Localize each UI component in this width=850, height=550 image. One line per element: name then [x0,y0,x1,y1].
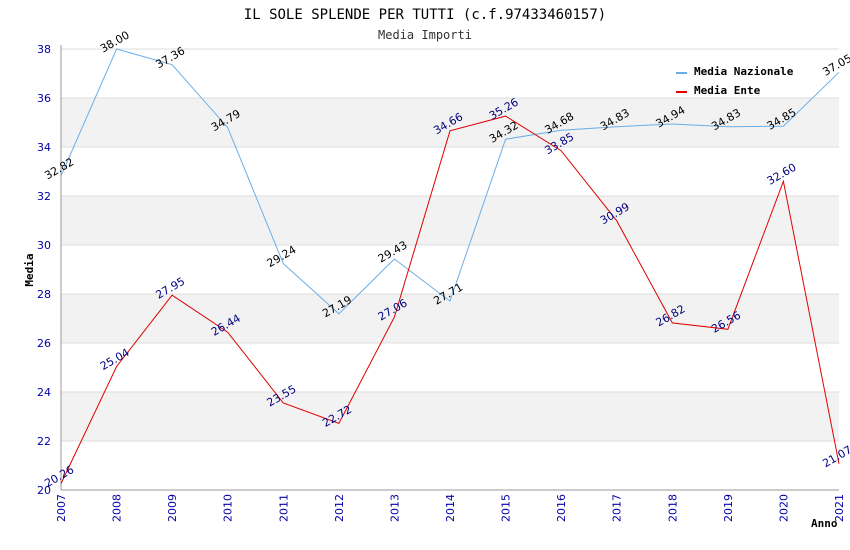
series-line-media-nazionale [60,48,840,315]
x-tick-label: 2021 [833,494,846,522]
x-tick-label: 2011 [277,494,290,522]
y-tick-label: 38 [37,43,51,56]
grid-band [61,245,839,294]
grid-band [61,392,839,441]
grid-band [61,196,839,245]
y-tick-label: 20 [37,484,51,497]
y-tick-label: 30 [37,239,51,252]
y-tick-label: 24 [37,386,51,399]
x-tick-label: 2018 [666,494,679,522]
y-tick-label: 34 [37,141,51,154]
grid-band [61,441,839,490]
y-tick-label: 36 [37,92,51,105]
x-tick-label: 2007 [55,494,68,522]
y-tick-label: 28 [37,288,51,301]
series-lines [60,48,840,484]
y-axis-label: Media [23,253,36,286]
grid-lines [61,48,839,491]
chart-title: IL SOLE SPLENDE PER TUTTI (c.f.974334601… [244,7,606,23]
chart-subtitle: Media Importi [378,28,472,42]
series-line-media-ente [60,115,840,484]
grid-band [61,98,839,147]
y-tick-label: 32 [37,190,51,203]
y-tick-labels: 20 22 24 26 28 30 32 34 36 38 [37,43,51,497]
x-tick-label: 2009 [166,494,179,522]
x-tick-label: 2017 [611,494,624,522]
x-tick-label: 2020 [777,494,790,522]
x-tick-label: 2013 [388,494,401,522]
grid-band [61,49,839,98]
x-tick-label: 2014 [444,494,457,522]
grid-band [61,294,839,343]
x-tick-label: 2012 [333,494,346,522]
axes [60,45,839,491]
x-tick-label: 2010 [222,494,235,522]
x-axis-label: Anno [811,517,838,530]
x-tick-label: 2008 [111,494,124,522]
legend: Media Nazionale Media Ente [676,65,794,97]
grid-bands [61,49,839,490]
legend-label-media-ente: Media Ente [694,84,761,97]
grid-band [61,147,839,196]
x-tick-label: 2019 [722,494,735,522]
x-tick-label: 2016 [555,494,568,522]
legend-label-media-nazionale: Media Nazionale [694,65,794,78]
x-tick-labels: 2007 2008 2009 2010 2011 2012 2013 2014 2015 2016… [55,494,846,522]
grid-band [61,343,839,392]
y-tick-label: 26 [37,337,51,350]
x-tick-label: 2015 [500,494,513,522]
y-tick-label: 22 [37,435,51,448]
